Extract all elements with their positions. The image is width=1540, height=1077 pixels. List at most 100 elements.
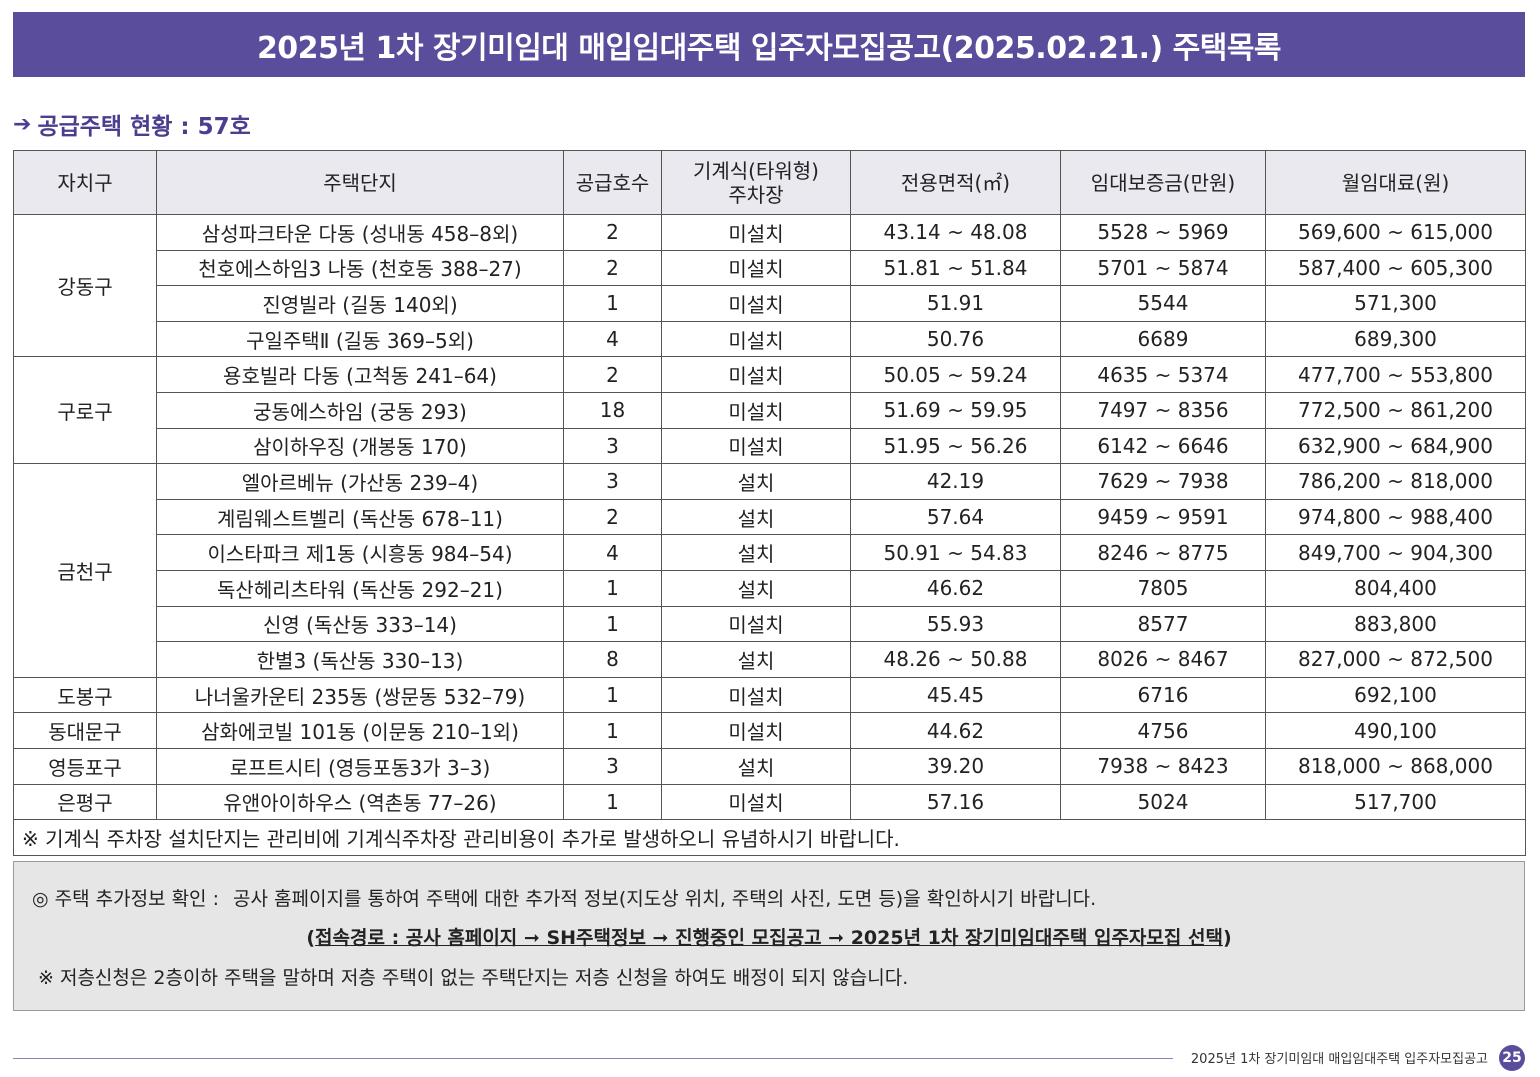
rent-cell: 569,600 ~ 615,000 (1265, 214, 1526, 251)
table-row: 진영빌라 (길동 140외) 1 미설치 51.91 5544 571,300 (14, 285, 1526, 322)
deposit-cell: 6716 (1060, 676, 1266, 714)
area-cell: 51.91 (850, 285, 1061, 322)
parking-cell: 미설치 (661, 320, 851, 358)
parking-cell: 설치 (661, 534, 851, 571)
deposit-cell: 5528 ~ 5969 (1060, 214, 1266, 251)
rent-cell: 974,800 ~ 988,400 (1265, 498, 1526, 536)
rent-cell: 517,700 (1265, 783, 1526, 821)
rent-cell: 786,200 ~ 818,000 (1265, 463, 1526, 500)
rent-cell: 772,500 ~ 861,200 (1265, 391, 1526, 429)
complex-cell: 신영 (독산동 333–14) (156, 605, 564, 643)
rent-cell: 849,700 ~ 904,300 (1265, 534, 1526, 571)
parking-footnote: ※ 기계식 주차장 설치단지는 관리비에 기계식주차장 관리비용이 추가로 발생… (13, 819, 1526, 857)
complex-cell: 천호에스하임3 나동 (천호동 388–27) (156, 249, 564, 287)
district-cell: 강동구 (13, 213, 157, 358)
complex-cell: 진영빌라 (길동 140외) (156, 285, 564, 322)
deposit-cell: 4635 ~ 5374 (1060, 356, 1266, 393)
complex-cell: 용호빌라 다동 (고척동 241–64) (156, 356, 564, 393)
rent-cell: 818,000 ~ 868,000 (1265, 747, 1526, 785)
table-row: 천호에스하임3 나동 (천호동 388–27) 2 미설치 51.81 ~ 51.84… (14, 249, 1526, 287)
complex-cell: 삼성파크타운 다동 (성내동 458–8외) (156, 214, 564, 251)
rent-cell: 883,800 (1265, 605, 1526, 643)
rent-cell: 477,700 ~ 553,800 (1265, 356, 1526, 393)
units-cell: 2 (563, 356, 662, 393)
parking-cell: 설치 (661, 463, 851, 500)
units-cell: 2 (563, 214, 662, 251)
parking-cell: 설치 (661, 569, 851, 607)
table-body: 강동구 삼성파크타운 다동 (성내동 458–8외) 2 미설치 43.14 ~ 48.… (13, 213, 1526, 821)
housing-table: 자치구 주택단지 공급호수 기계식(타워형) 주차장 전용면적(㎡) 임대보증금… (13, 150, 1526, 857)
parking-cell: 미설치 (661, 249, 851, 287)
path-close-paren: ) (1222, 927, 1232, 949)
table-row: 독산헤리츠타워 (독산동 292–21) 1 설치 46.62 7805 804,400 (14, 569, 1526, 607)
parking-cell: 설치 (661, 641, 851, 678)
area-cell: 43.14 ~ 48.08 (850, 214, 1061, 251)
table-row: 구로구 용호빌라 다동 (고척동 241–64) 2 미설치 50.05 ~ 59.24… (13, 356, 1526, 465)
header-district: 자치구 (13, 150, 157, 215)
info-line-lowfloor: ※ 저층신청은 2층이하 주택을 말하며 저층 주택이 없는 주택단지는 저층 … (38, 967, 909, 989)
parking-cell: 미설치 (661, 427, 851, 465)
complex-cell: 삼화에코빌 101동 (이문동 210–1외) (156, 712, 564, 749)
rent-cell: 571,300 (1265, 285, 1526, 322)
parking-cell: 설치 (661, 498, 851, 536)
header-complex: 주택단지 (156, 150, 564, 215)
table-row: 계림웨스트벨리 (독산동 678–11) 2 설치 57.64 9459 ~ 9591 9… (14, 498, 1526, 536)
units-cell: 1 (563, 676, 662, 714)
area-cell: 44.62 (850, 712, 1061, 749)
deposit-cell: 4756 (1060, 712, 1266, 749)
area-cell: 48.26 ~ 50.88 (850, 641, 1061, 678)
area-cell: 46.62 (850, 569, 1061, 607)
table-row: 금천구 엘아르베뉴 (가산동 239–4) 3 설치 42.19 7629 ~ 7938 7… (13, 463, 1526, 678)
deposit-cell: 7938 ~ 8423 (1060, 747, 1266, 785)
parking-cell: 미설치 (661, 391, 851, 429)
area-cell: 45.45 (850, 676, 1061, 714)
path-open-paren: ( (306, 927, 316, 949)
supply-summary: ➔ 공급주택 현황 : 57호 (13, 107, 251, 141)
area-cell: 39.20 (850, 747, 1061, 785)
table-row: 궁동에스하임 (궁동 293) 18 미설치 51.69 ~ 59.95 7497 ~ … (14, 391, 1526, 429)
page-banner: 2025년 1차 장기미임대 매입임대주택 입주자모집공고(2025.02.21… (13, 12, 1525, 77)
parking-cell: 미설치 (661, 712, 851, 749)
parking-cell: 미설치 (661, 605, 851, 643)
deposit-cell: 7629 ~ 7938 (1060, 463, 1266, 500)
banner-title: 2025년 1차 장기미임대 매입임대주택 입주자모집공고(2025.02.21… (256, 30, 1282, 66)
units-cell: 4 (563, 320, 662, 358)
header-deposit: 임대보증금(만원) (1060, 150, 1266, 215)
deposit-cell: 8577 (1060, 605, 1266, 643)
table-row: 도봉구 나너울카운티 235동 (쌍문동 532–79) 1 미설치 45.45 6716… (13, 676, 1526, 714)
deposit-cell: 7497 ~ 8356 (1060, 391, 1266, 429)
table-row: 삼이하우징 (개봉동 170) 3 미설치 51.95 ~ 56.26 6142 ~ 6… (14, 427, 1526, 465)
area-cell: 57.64 (850, 498, 1061, 536)
deposit-cell: 7805 (1060, 569, 1266, 607)
table-row: 영등포구 로프트시티 (영등포동3가 3–3) 3 설치 39.20 7938 ~ 842… (13, 747, 1526, 785)
units-cell: 4 (563, 534, 662, 571)
complex-cell: 이스타파크 제1동 (시흥동 984–54) (156, 534, 564, 571)
page-number: 25 (1499, 1045, 1525, 1071)
info-line-path: (접속경로 : 공사 홈페이지 ➞ SH주택정보 ➞ 진행중인 모집공고 ➞ 2… (14, 923, 1524, 950)
area-cell: 51.69 ~ 59.95 (850, 391, 1061, 429)
deposit-cell: 5701 ~ 5874 (1060, 249, 1266, 287)
district-cell: 영등포구 (13, 747, 157, 785)
complex-cell: 엘아르베뉴 (가산동 239–4) (156, 463, 564, 500)
units-cell: 1 (563, 712, 662, 749)
parking-cell: 미설치 (661, 783, 851, 821)
deposit-cell: 5544 (1060, 285, 1266, 322)
rent-cell: 804,400 (1265, 569, 1526, 607)
area-cell: 51.81 ~ 51.84 (850, 249, 1061, 287)
complex-cell: 나너울카운티 235동 (쌍문동 532–79) (156, 676, 564, 714)
table-header-row: 자치구 주택단지 공급호수 기계식(타워형) 주차장 전용면적(㎡) 임대보증금… (13, 150, 1526, 215)
complex-cell: 계림웨스트벨리 (독산동 678–11) (156, 498, 564, 536)
area-cell: 51.95 ~ 56.26 (850, 427, 1061, 465)
complex-cell: 유앤아이하우스 (역촌동 77–26) (156, 783, 564, 821)
complex-cell: 로프트시티 (영등포동3가 3–3) (156, 747, 564, 785)
header-parking: 기계식(타워형) 주차장 (661, 150, 851, 215)
district-cell: 금천구 (13, 463, 157, 678)
complex-cell: 궁동에스하임 (궁동 293) (156, 391, 564, 429)
units-cell: 8 (563, 641, 662, 678)
footer-divider (13, 1058, 1173, 1059)
arrow-right-icon: ➔ (13, 111, 32, 137)
area-cell: 50.05 ~ 59.24 (850, 356, 1061, 393)
units-cell: 1 (563, 783, 662, 821)
rent-cell: 827,000 ~ 872,500 (1265, 641, 1526, 678)
footer-title: 2025년 1차 장기미임대 매입임대주택 입주자모집공고 (1190, 1052, 1488, 1067)
